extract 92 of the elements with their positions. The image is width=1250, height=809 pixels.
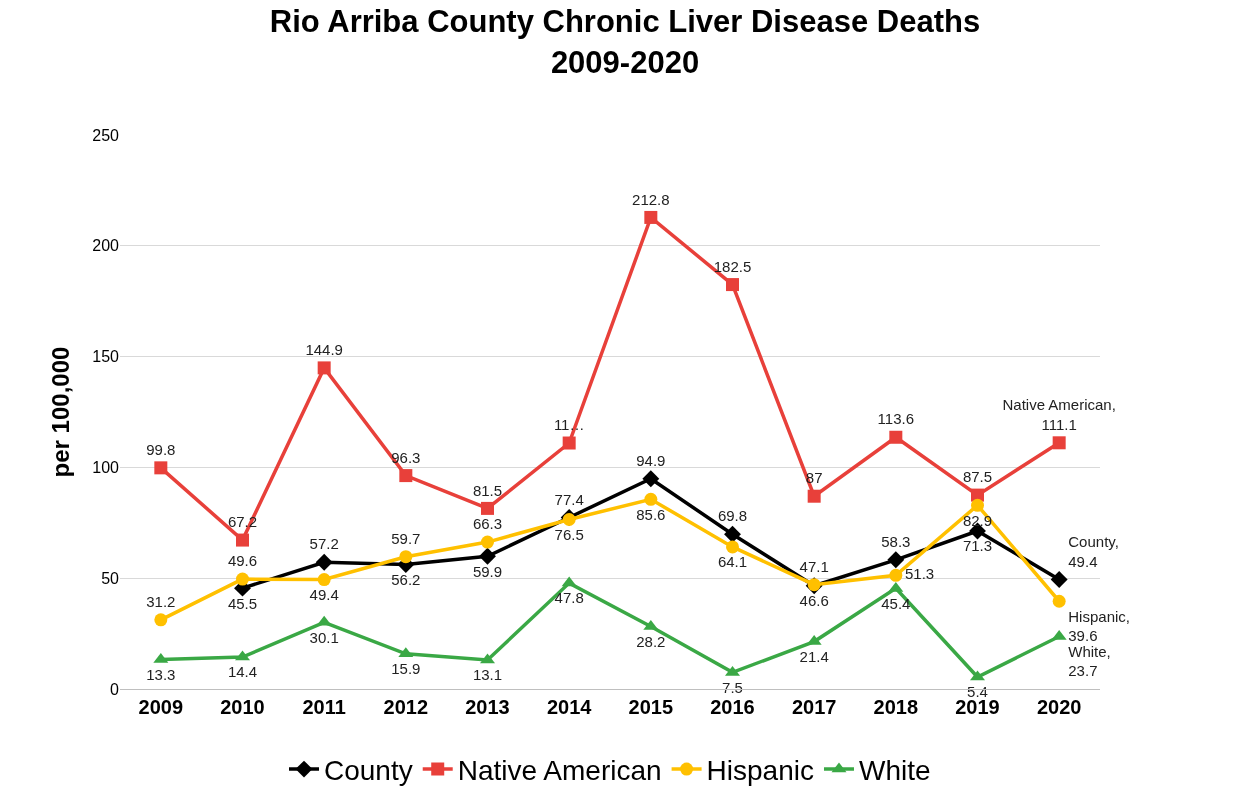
point [562, 436, 576, 450]
data-label: Hispanic, 39.6 [1068, 607, 1130, 645]
y-tick-label: 100 [92, 459, 120, 476]
data-label: 87.5 [962, 468, 993, 486]
point [1052, 594, 1066, 608]
data-label: 58.3 [881, 532, 911, 550]
data-label: 57.2 [309, 535, 339, 553]
data-label: 45.4 [881, 594, 911, 612]
legend-label: White [858, 755, 931, 787]
x-tick-label: 2011 [302, 696, 346, 718]
x-tick-label: 2014 [546, 696, 593, 718]
x-tick-label: 2019 [955, 696, 1000, 718]
x-tick-label: 2010 [220, 696, 265, 718]
y-tick-label: 150 [92, 348, 120, 366]
data-label: 30.1 [309, 628, 339, 646]
data-label: White, 23.7 [1068, 642, 1111, 680]
data-label: 71.3 [962, 537, 993, 555]
point [481, 501, 494, 515]
y-tick-label: 50 [101, 569, 120, 587]
y-tick-label: 250 [92, 126, 120, 144]
data-label: 14.4 [227, 663, 258, 681]
point [724, 525, 741, 543]
data-label: 13.3 [146, 665, 176, 683]
x-tick-label: 2018 [873, 696, 919, 718]
legend-label: County [324, 755, 413, 787]
data-label: 21.4 [799, 647, 829, 665]
data-label: 99.8 [146, 440, 176, 458]
point [644, 210, 658, 224]
data-label: 144.9 [305, 341, 343, 359]
point [317, 361, 331, 375]
data-label: 47.1 [799, 557, 829, 575]
data-label: 49.4 [309, 585, 339, 603]
y-tick-label: 0 [110, 680, 120, 698]
point [887, 551, 905, 569]
x-tick-label: 2015 [628, 696, 674, 718]
x-tick-label: 2012 [383, 696, 429, 718]
data-label: 77.4 [554, 490, 584, 508]
point [889, 568, 903, 582]
data-label: 59.9 [472, 562, 503, 580]
data-label: 64.1 [717, 553, 748, 571]
legend-label: Native American [457, 755, 662, 787]
point [1050, 571, 1068, 588]
point [154, 613, 168, 627]
data-label: 69.8 [717, 507, 748, 525]
data-label: 51.3 [904, 565, 935, 583]
data-label: 13.1 [472, 666, 503, 684]
point [315, 553, 333, 571]
point [399, 469, 413, 483]
point [726, 540, 739, 554]
point [236, 572, 249, 586]
data-label: 15.9 [391, 660, 421, 678]
data-label: 182.5 [713, 257, 752, 275]
point [971, 498, 984, 512]
y-tick-label: 200 [92, 237, 120, 255]
point [236, 533, 249, 547]
data-label: 46.6 [799, 592, 829, 610]
point [807, 489, 821, 503]
data-label: 28.2 [636, 632, 666, 650]
point [889, 430, 903, 444]
data-label: 47.8 [554, 589, 584, 607]
point [1052, 436, 1066, 450]
data-label: 66.3 [472, 515, 503, 533]
x-tick-label: 2013 [465, 696, 510, 718]
point [644, 492, 658, 506]
data-label: 96.3 [391, 448, 421, 466]
data-label: Native American, 111.1 [1002, 396, 1116, 433]
point [726, 278, 739, 292]
chart-title: Rio Arriba County Chronic Liver Disease Deaths 2009-2020 [269, 4, 981, 80]
data-label: 45.5 [227, 594, 258, 612]
point [317, 573, 331, 587]
x-tick-label: 2009 [138, 696, 184, 718]
data-label: 212.8 [632, 190, 670, 208]
point [154, 461, 168, 475]
data-label: 113.6 [877, 410, 915, 428]
point [642, 470, 660, 488]
data-label: 31.2 [146, 592, 176, 610]
x-tick-label: 2017 [791, 696, 837, 718]
data-label: 59.7 [391, 529, 421, 547]
point [481, 535, 494, 549]
point [479, 547, 496, 565]
data-label: 94.9 [636, 451, 666, 469]
data-label: 76.5 [554, 525, 584, 543]
data-label: 49.6 [227, 552, 258, 570]
x-tick-label: 2016 [710, 696, 755, 718]
x-tick-label: 2020 [1036, 696, 1082, 718]
data-label: 85.6 [636, 505, 666, 523]
point [399, 550, 413, 564]
y-axis-title: per 100,000 [47, 346, 75, 478]
data-label: County, 49.4 [1068, 533, 1119, 570]
data-label: 56.2 [391, 570, 421, 588]
data-label: 81.5 [472, 481, 503, 499]
legend-label: Hispanic [706, 755, 814, 787]
